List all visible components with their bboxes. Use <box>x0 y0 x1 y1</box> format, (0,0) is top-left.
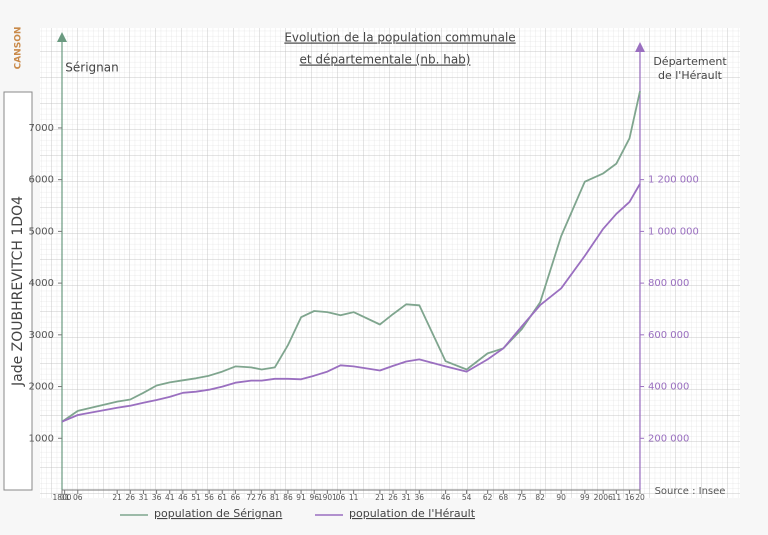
x-tick-label: 56 <box>204 493 214 502</box>
x-tick-label: 11 <box>612 493 622 502</box>
x-tick-label: 82 <box>535 493 545 502</box>
y-tick-label: 5000 <box>29 226 54 237</box>
x-tick-label: 31 <box>139 493 149 502</box>
x-tick-label: 11 <box>349 493 359 502</box>
y2-axis-label: Département <box>653 55 727 68</box>
x-tick-label: 68 <box>499 493 509 502</box>
x-tick-label: 26 <box>388 493 398 502</box>
x-tick-label: 91 <box>296 493 306 502</box>
y2-tick-label: 400 000 <box>648 382 689 393</box>
y2-axis-label: de l'Hérault <box>658 69 723 82</box>
y2-tick-label: 600 000 <box>648 330 689 341</box>
author: Jade ZOUBHREVITCH 1DO4 <box>10 196 26 387</box>
x-tick-label: 62 <box>483 493 493 502</box>
x-tick-label: 1901 <box>318 493 337 502</box>
x-tick-label: 46 <box>441 493 451 502</box>
y2-tick-label: 1 000 000 <box>648 226 699 237</box>
y2-tick-label: 800 000 <box>648 278 689 289</box>
x-tick-label: 20 <box>635 493 645 502</box>
series-line <box>61 91 641 423</box>
x-tick-label: 86 <box>283 493 293 502</box>
series-line <box>61 183 641 423</box>
x-tick-label: 66 <box>231 493 241 502</box>
y-tick-label: 4000 <box>29 278 54 289</box>
chart-title: et départementale (nb. hab) <box>300 53 471 67</box>
x-tick-label: 2006 <box>594 493 613 502</box>
x-tick-label: 36 <box>152 493 162 502</box>
x-tick-label: 46 <box>178 493 188 502</box>
y2-tick-label: 200 000 <box>648 433 689 444</box>
x-tick-label: 06 <box>73 493 83 502</box>
x-tick-label: 01 <box>60 493 70 502</box>
x-tick-label: 72 <box>246 493 256 502</box>
x-tick-label: 76 <box>257 493 267 502</box>
x-tick-label: 1800 <box>52 493 71 502</box>
paper-major-grid <box>40 28 740 498</box>
y-tick-label: 2000 <box>29 382 54 393</box>
x-tick-label: 75 <box>517 493 527 502</box>
brand: CANSON <box>14 27 24 70</box>
y-tick-label: 1000 <box>29 433 54 444</box>
x-tick-label: 99 <box>580 493 590 502</box>
y-tick-label: 6000 <box>29 175 54 186</box>
x-tick-label: 31 <box>401 493 411 502</box>
x-tick-label: 54 <box>462 493 472 502</box>
y-tick-label: 7000 <box>29 123 54 134</box>
x-tick-label: 21 <box>112 493 122 502</box>
legend-label: population de l'Hérault <box>349 507 476 520</box>
x-tick-label: 16 <box>625 493 635 502</box>
y-axis-label: Sérignan <box>65 61 118 75</box>
x-tick-label: 21 <box>375 493 385 502</box>
y2-tick-label: 1 200 000 <box>648 175 699 186</box>
x-tick-label: 96 <box>309 493 319 502</box>
chart-title: Evolution de la population communale <box>284 31 515 45</box>
y-tick-label: 3000 <box>29 330 54 341</box>
x-tick-label: 26 <box>126 493 136 502</box>
y2-axis-arrow <box>635 42 645 52</box>
x-tick-label: 36 <box>415 493 425 502</box>
legend-label: population de Sérignan <box>154 507 282 520</box>
x-tick-label: 61 <box>217 493 227 502</box>
x-tick-label: 06 <box>336 493 346 502</box>
x-tick-label: 51 <box>191 493 201 502</box>
author-box <box>3 91 33 491</box>
source: Source : Insee <box>655 486 726 497</box>
x-tick-label: 81 <box>270 493 280 502</box>
y-axis-arrow <box>57 32 67 42</box>
x-tick-label: 90 <box>556 493 566 502</box>
x-tick-label: 41 <box>165 493 175 502</box>
